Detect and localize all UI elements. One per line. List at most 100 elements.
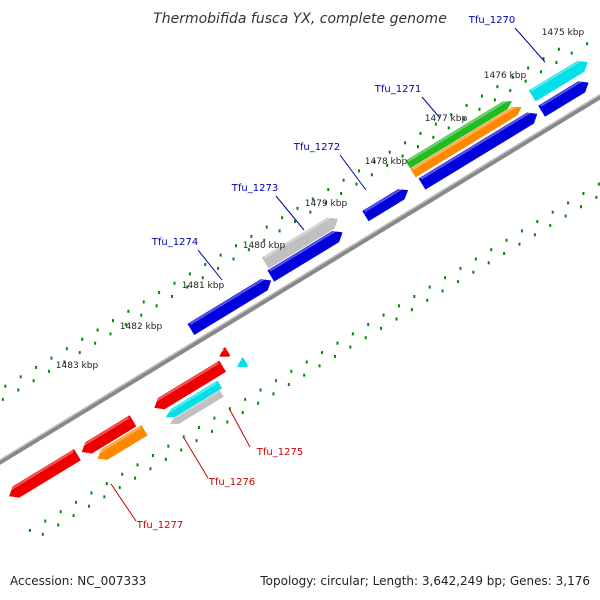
- track-dot: [217, 266, 220, 270]
- track-dot: [380, 326, 383, 330]
- gene-label: Tfu_1274: [151, 237, 198, 248]
- track-dot: [210, 429, 213, 433]
- track-dot: [293, 220, 296, 224]
- track-dot: [586, 42, 589, 46]
- dot-tracks: [1, 42, 600, 536]
- track-dot: [219, 253, 222, 257]
- track-dot: [290, 369, 293, 373]
- feature-arrow: [187, 279, 272, 335]
- track-dot: [413, 294, 416, 298]
- track-dot: [287, 383, 290, 387]
- backbone-highlight: [0, 94, 600, 461]
- track-dot: [582, 191, 585, 195]
- track-dot: [65, 347, 68, 351]
- track-dot: [94, 341, 97, 345]
- gene-label: Tfu_1273: [231, 183, 278, 194]
- feature-highlight: [80, 416, 130, 448]
- track-dot: [182, 435, 185, 439]
- feature-arrow: [170, 389, 224, 425]
- gene-label: Tfu_1270: [468, 15, 515, 26]
- track-dot: [597, 182, 600, 186]
- gene-label: Tfu_1276: [208, 477, 255, 488]
- track-dot: [520, 229, 523, 233]
- track-dot: [226, 420, 229, 424]
- track-dot: [579, 205, 582, 209]
- track-dot: [426, 298, 429, 302]
- track-dot: [50, 356, 53, 360]
- feature-highlight: [540, 78, 585, 107]
- track-dot: [527, 66, 530, 70]
- track-dot: [109, 332, 112, 336]
- feature-arrow: [405, 101, 513, 169]
- track-dot: [336, 341, 339, 345]
- track-dot: [395, 317, 398, 321]
- track-dot: [155, 304, 158, 308]
- track-dot: [318, 364, 321, 368]
- tick-labels: 1475 kbp 1476 kbp 1477 kbp 1478 kbp 1479 kbp…: [56, 28, 585, 371]
- feature-arrow: [261, 217, 338, 269]
- gene-label: Tfu_1272: [293, 142, 340, 153]
- track-dot: [478, 107, 481, 111]
- track-dot: [327, 188, 330, 192]
- track-dot: [509, 89, 512, 93]
- gene-label: Tfu_1275: [256, 447, 303, 458]
- genome-summary-text: Topology: circular; Length: 3,642,249 bp…: [260, 574, 590, 588]
- track-dot: [349, 345, 352, 349]
- feature-arrow: [418, 112, 538, 190]
- track-dot: [118, 485, 121, 489]
- track-dot: [96, 328, 99, 332]
- track-dot: [201, 276, 204, 280]
- track-dot: [127, 309, 130, 313]
- feature-highlight: [364, 186, 405, 213]
- feature-highlight: [236, 358, 243, 364]
- track-dot: [493, 98, 496, 102]
- track-dot: [450, 113, 453, 117]
- feature-highlight: [420, 109, 534, 180]
- gene-leader-line: [110, 483, 137, 522]
- track-dot: [149, 467, 152, 471]
- feature-highlight: [412, 104, 519, 170]
- feature-arrow: [97, 425, 148, 460]
- track-dot: [296, 206, 299, 210]
- track-dot: [595, 195, 598, 199]
- feature-arrow: [219, 347, 231, 357]
- feature-highlight: [7, 450, 74, 492]
- track-dot: [105, 482, 108, 486]
- gene-labels: Tfu_1270 Tfu_1271 Tfu_1272 Tfu_1273 Tfu_1274…: [110, 15, 546, 531]
- track-dot: [198, 425, 201, 429]
- track-dot: [370, 173, 373, 177]
- gene-leader-line: [183, 437, 209, 479]
- track-dot: [72, 514, 75, 518]
- tick-label: 1476 kbp: [484, 71, 527, 81]
- tick-label: 1482 kbp: [120, 322, 163, 332]
- track-dot: [180, 448, 183, 452]
- feature-arrow: [362, 189, 409, 222]
- gene-leader-line: [339, 154, 367, 191]
- track-dot: [28, 528, 31, 532]
- track-dot: [555, 60, 558, 64]
- gene-leader-line: [197, 249, 223, 281]
- track-dot: [490, 248, 493, 252]
- gene-leader-line: [421, 96, 441, 119]
- feature-arrow: [410, 106, 522, 178]
- track-dot: [533, 233, 536, 237]
- map-title: Thermobifida fusca YX, complete genome: [153, 11, 447, 27]
- track-dot: [232, 257, 235, 261]
- feature-arrow: [165, 380, 223, 418]
- track-dot: [540, 70, 543, 74]
- feature-arrow: [538, 81, 589, 117]
- track-dot: [250, 234, 253, 238]
- track-dot: [4, 384, 7, 388]
- tick-label: 1479 kbp: [305, 199, 348, 209]
- feature-arrows: [7, 58, 589, 498]
- track-dot: [480, 94, 483, 98]
- track-dot: [567, 201, 570, 205]
- track-dot: [351, 332, 354, 336]
- track-dot: [549, 223, 552, 227]
- track-dot: [278, 229, 281, 233]
- track-dot: [259, 388, 262, 392]
- track-dot: [419, 131, 422, 135]
- track-dot: [518, 242, 521, 246]
- track-dot: [542, 57, 545, 61]
- track-dot: [87, 504, 90, 508]
